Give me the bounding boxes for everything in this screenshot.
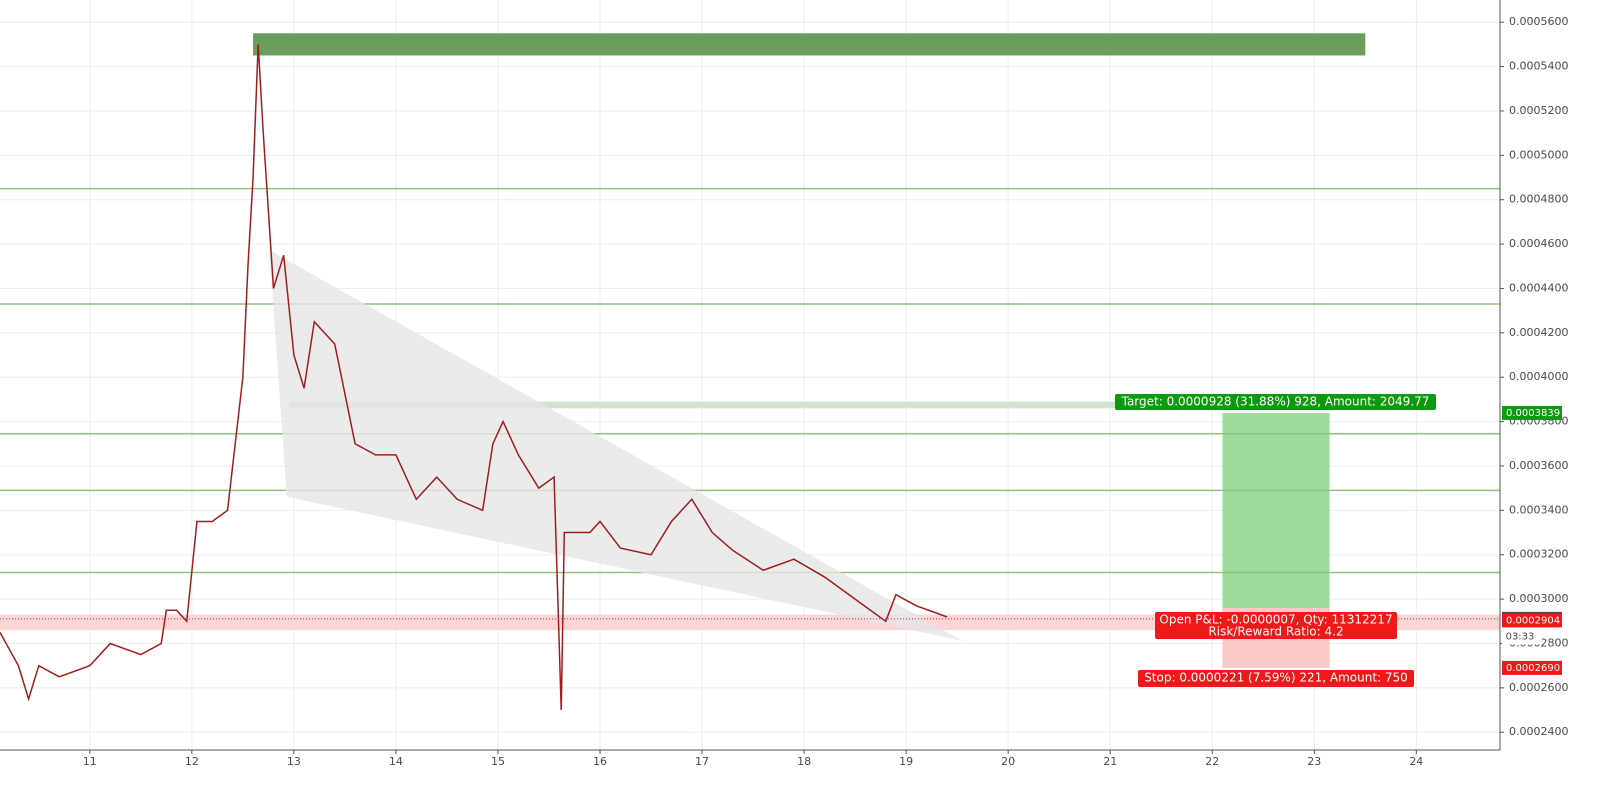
target-label-box xyxy=(1115,394,1436,410)
y-tick-label: 0.0003400 xyxy=(1509,503,1569,516)
target-label: Target: 0.0000928 (31.88%) 928, Amount: … xyxy=(1121,395,1430,409)
plot xyxy=(0,44,1500,711)
x-tick-label: 21 xyxy=(1103,755,1117,768)
y-tick-label: 0.0002600 xyxy=(1509,681,1569,694)
x-tick-label: 15 xyxy=(491,755,505,768)
y-tick-label: 0.0004400 xyxy=(1509,281,1569,294)
x-tick-label: 24 xyxy=(1409,755,1423,768)
timer: 03:33 xyxy=(1506,631,1535,642)
y-tick-label: 0.0003000 xyxy=(1509,592,1569,605)
price-tag-label: 0.0002690 xyxy=(1506,663,1560,674)
x-tick-label: 23 xyxy=(1307,755,1321,768)
x-tick-label: 14 xyxy=(389,755,403,768)
price-tag-label: 0.0002904 xyxy=(1506,615,1560,626)
price-line xyxy=(0,44,948,711)
x-tick-label: 13 xyxy=(287,755,301,768)
x-tick-label: 12 xyxy=(185,755,199,768)
stop-label-box xyxy=(1138,670,1414,687)
y-tick-label: 0.0002400 xyxy=(1509,725,1569,738)
y-tick-label: 0.0004800 xyxy=(1509,193,1569,206)
pnl-label: Open P&L: -0.0000007, Qty: 11312217 xyxy=(1159,613,1392,627)
x-tick-label: 22 xyxy=(1205,755,1219,768)
zone xyxy=(1222,412,1330,608)
y-tick-label: 0.0004200 xyxy=(1509,326,1569,339)
x-tick-label: 20 xyxy=(1001,755,1015,768)
x-tick-label: 17 xyxy=(695,755,709,768)
x-tick-label: 18 xyxy=(797,755,811,768)
pnl-label: Risk/Reward Ratio: 4.2 xyxy=(1208,625,1343,639)
y-tick-label: 0.0003600 xyxy=(1509,459,1569,472)
labels: 0.00038390.00029110.00029040.000269003:3… xyxy=(1115,394,1562,687)
y-tick-label: 0.0004600 xyxy=(1509,237,1569,250)
y-tick-label: 0.0005600 xyxy=(1509,15,1569,28)
x-tick-label: 11 xyxy=(83,755,97,768)
y-tick-label: 0.0005200 xyxy=(1509,104,1569,117)
x-tick-label: 16 xyxy=(593,755,607,768)
x-tick-label: 19 xyxy=(899,755,913,768)
stop-label: Stop: 0.0000221 (7.59%) 221, Amount: 750 xyxy=(1144,671,1408,685)
price-tag xyxy=(1502,660,1562,675)
zone xyxy=(288,401,1325,409)
y-tick-label: 0.0005000 xyxy=(1509,148,1569,161)
timer-box xyxy=(1502,628,1542,645)
zone xyxy=(253,33,1366,56)
y-tick-label: 0.0005400 xyxy=(1509,60,1569,73)
y-tick-label: 0.0003200 xyxy=(1509,548,1569,561)
price-tag xyxy=(1502,613,1562,628)
price-tag-label: 0.0003839 xyxy=(1506,408,1560,419)
price-tag xyxy=(1502,405,1562,420)
y-tick-label: 0.0004000 xyxy=(1509,370,1569,383)
pnl-label-box xyxy=(1155,612,1397,639)
